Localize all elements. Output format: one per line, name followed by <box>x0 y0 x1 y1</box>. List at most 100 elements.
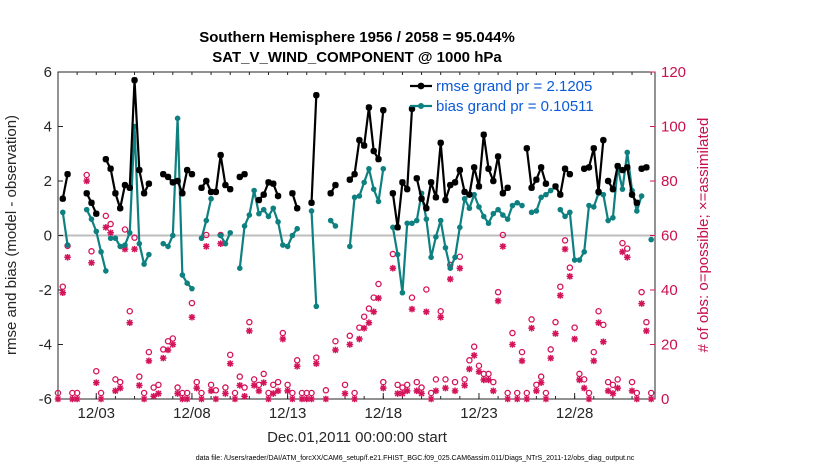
assimilated-obs-marker <box>97 395 105 403</box>
bias-line <box>310 210 318 307</box>
rmse-marker <box>542 180 550 187</box>
assimilated-obs-marker <box>140 395 148 403</box>
possible-obs-marker <box>513 389 521 397</box>
assimilated-obs-marker <box>226 360 234 367</box>
bias-marker <box>294 225 300 232</box>
rmse-marker <box>83 190 90 197</box>
possible-obs-marker <box>116 378 124 386</box>
bias-marker <box>107 235 114 242</box>
possible-obs-marker <box>628 378 636 386</box>
bias-marker <box>409 220 415 227</box>
assimilated-obs-marker <box>260 379 267 386</box>
rmse-marker <box>494 153 502 160</box>
assimilated-obs-marker <box>269 390 277 397</box>
rmse-marker <box>418 195 425 202</box>
possible-obs-marker <box>475 362 483 369</box>
possible-obs-marker <box>609 381 617 389</box>
rmse-marker <box>140 190 148 197</box>
assimilated-obs-marker <box>308 395 315 403</box>
x-tick-label: 12/03 <box>77 405 115 422</box>
bias-marker <box>136 240 143 247</box>
possible-obs-marker <box>399 384 406 391</box>
chart-subtitle: SAT_V_WIND_COMPONENT @ 1000 hPa <box>212 49 502 66</box>
assimilated-obs-marker <box>379 384 387 392</box>
possible-obs-marker <box>83 171 90 179</box>
assimilated-obs-marker <box>126 319 134 326</box>
bias-line <box>238 189 299 269</box>
rmse-legend-label: rmse grand pr = 2.1205 <box>436 78 592 95</box>
bias-marker <box>122 242 128 248</box>
rmse-marker <box>499 190 507 197</box>
rmse-marker <box>169 179 177 186</box>
y-right-tick-label: 20 <box>661 337 678 354</box>
y-tick-label: -6 <box>39 391 52 408</box>
rmse-marker <box>164 173 172 181</box>
x-tick-label: 12/13 <box>269 405 307 422</box>
assimilated-obs-marker <box>418 390 425 397</box>
possible-obs-marker <box>403 381 411 389</box>
bias-marker <box>404 220 411 227</box>
possible-obs-marker <box>509 329 516 337</box>
bias-marker <box>347 243 353 250</box>
rmse-marker <box>308 199 315 206</box>
assimilated-obs-marker <box>356 335 363 343</box>
rmse-marker <box>102 156 110 163</box>
assimilated-obs-marker <box>604 387 612 395</box>
possible-obs-marker <box>485 370 492 378</box>
possible-obs-marker <box>183 389 191 397</box>
bias-marker <box>399 289 406 296</box>
assimilated-obs-marker <box>595 319 602 326</box>
bias-marker <box>227 229 234 236</box>
bias-marker <box>547 187 554 194</box>
possible-obs-marker <box>389 250 397 258</box>
bias-marker <box>83 206 90 213</box>
assimilated-obs-marker <box>360 324 368 332</box>
bias-marker <box>509 202 516 209</box>
bias-marker <box>471 191 477 198</box>
bias-marker <box>356 193 363 199</box>
possible-obs-marker <box>595 307 602 315</box>
bias-marker <box>236 265 243 272</box>
bias-marker <box>366 165 372 172</box>
rmse-marker <box>504 184 511 192</box>
assimilated-obs-marker <box>470 352 478 359</box>
y-axis-right-label: # of obs: o=possible; ×=assimilated <box>695 118 712 353</box>
possible-obs-marker <box>499 231 507 239</box>
bias-marker <box>538 194 544 201</box>
rmse-marker <box>523 145 530 152</box>
bias-marker <box>351 194 358 201</box>
bias-marker <box>375 198 382 205</box>
rmse-marker <box>174 177 181 185</box>
possible-obs-marker <box>494 288 502 296</box>
rmse-marker <box>490 177 497 185</box>
x-tick-label: 12/28 <box>556 405 594 422</box>
bias-marker <box>394 251 401 258</box>
bias-marker <box>610 214 616 221</box>
bias-marker <box>638 193 645 199</box>
possible-obs-marker <box>112 376 119 383</box>
bias-marker <box>308 208 315 214</box>
bias-marker <box>504 216 511 222</box>
y-right-tick-label: 0 <box>661 391 669 408</box>
possible-obs-marker <box>145 348 153 356</box>
assimilated-obs-marker <box>217 240 224 247</box>
bias-line <box>162 117 193 290</box>
possible-obs-marker <box>193 378 200 386</box>
bias-marker <box>370 186 377 192</box>
rmse-marker <box>466 191 473 198</box>
bias-marker <box>490 210 497 217</box>
bias-marker <box>332 223 339 229</box>
assimilated-obs-marker <box>647 395 655 403</box>
rmse-marker <box>604 177 612 185</box>
bias-marker <box>361 179 367 186</box>
assimilated-obs-marker <box>289 395 296 403</box>
possible-obs-marker <box>528 316 535 323</box>
rmse-marker <box>183 166 191 174</box>
assimilated-obs-marker <box>169 341 177 348</box>
possible-obs-marker <box>174 384 181 391</box>
bias-marker <box>624 149 631 156</box>
possible-obs-marker <box>54 389 62 397</box>
bias-marker <box>117 243 123 250</box>
bias-marker <box>648 236 654 243</box>
